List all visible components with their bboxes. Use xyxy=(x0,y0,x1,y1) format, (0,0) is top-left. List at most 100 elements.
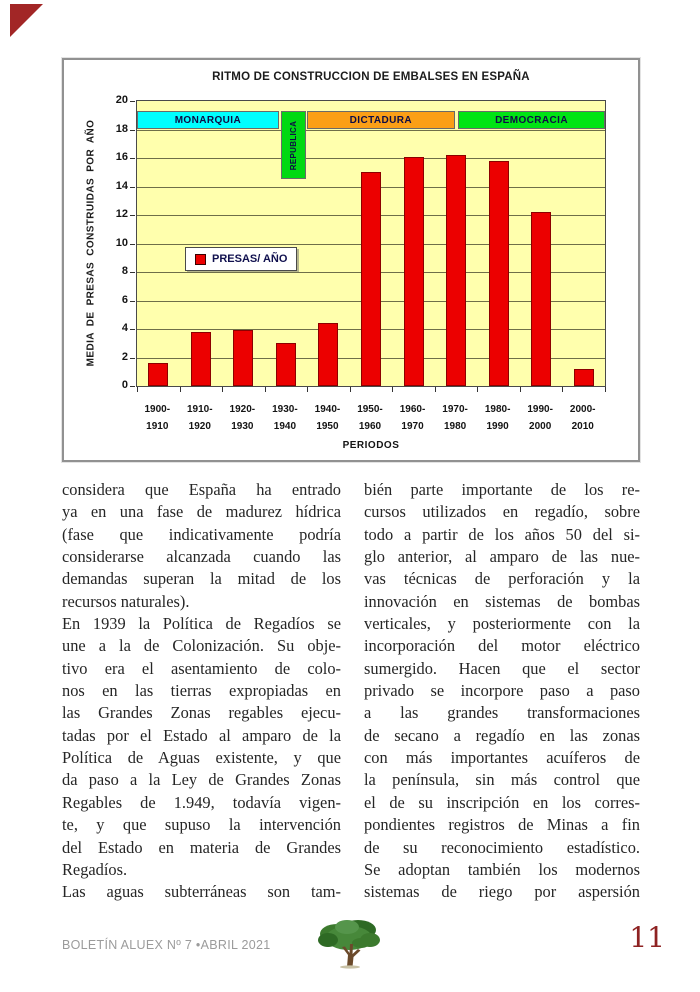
bar-1920-1930 xyxy=(233,330,254,386)
text-line: vas técnicas de perforación y la xyxy=(364,569,640,589)
x-tick-mark xyxy=(222,387,224,392)
text-line: Las aguas subterráneas son tam- xyxy=(62,882,341,902)
y-tick-label: 8 xyxy=(121,265,128,277)
x-category-line1: 1920- xyxy=(229,404,256,415)
text-line: las Grandes Zonas regables ejecu- xyxy=(62,703,341,723)
gridline xyxy=(137,129,605,131)
era-band-label: DEMOCRACIA xyxy=(495,114,568,126)
y-tick-label: 20 xyxy=(115,94,128,106)
text-line: Regables de 1.949, todavía vigen- xyxy=(62,792,341,812)
x-tick-mark xyxy=(392,387,394,392)
x-category-line2: 1930 xyxy=(231,421,254,432)
bar-1910-1920 xyxy=(190,331,211,386)
text-line: nos en las tierras expropiadas en xyxy=(62,681,341,701)
era-band-monarquia: MONARQUIA xyxy=(137,110,279,130)
bar-1960-1970 xyxy=(403,156,424,386)
x-category-label: 1970- 1980 xyxy=(434,401,477,435)
y-tick-mark xyxy=(130,300,135,302)
text-line: considera que España ha entrado xyxy=(62,480,341,499)
x-category-label: 1960- 1970 xyxy=(391,401,434,435)
era-band-label: MONARQUIA xyxy=(174,114,242,126)
x-category-line2: 2010 xyxy=(571,421,594,432)
x-category-line1: 2000- xyxy=(569,404,596,415)
x-tick-mark xyxy=(179,387,181,392)
text-line: bién parte importante de los re- xyxy=(364,480,640,499)
x-category-line1: 1970- xyxy=(442,404,468,415)
x-category-line2: 1960 xyxy=(358,421,382,432)
text-line: da paso a la Ley de Grandes Zonas xyxy=(62,770,341,790)
x-tick-mark xyxy=(519,387,521,392)
x-category-label: 1910- 1920 xyxy=(179,401,222,435)
era-band-democracia: DEMOCRACIA xyxy=(458,110,605,130)
article-column-right: bién parte importante de los re-cursos u… xyxy=(364,479,640,904)
y-tick-mark xyxy=(130,129,135,131)
x-category-line1: 1900- xyxy=(144,404,171,415)
x-category-line2: 1920 xyxy=(188,421,211,432)
legend-label: PRESAS/ AÑO xyxy=(212,253,288,265)
text-line: Regadíos. xyxy=(62,859,128,879)
y-tick-mark xyxy=(130,158,135,159)
y-tick-mark xyxy=(130,243,135,245)
text-line: sistemas de riego por aspersión xyxy=(364,882,640,902)
text-line: Política de Aguas existente, y que xyxy=(62,748,341,768)
x-tick-mark xyxy=(264,387,266,392)
article-column-left: considera que España ha entrado ya en una… xyxy=(62,479,341,904)
era-band-label: DICTADURA xyxy=(349,114,412,126)
x-category-line1: 1930- xyxy=(272,404,298,415)
x-axis-title: PERIODOS xyxy=(342,440,400,451)
y-tick-label: 10 xyxy=(115,236,128,249)
y-tick-label: 12 xyxy=(115,208,128,220)
text-line: innovación en sistemas de bombas xyxy=(364,591,640,611)
bar-2000-2010 xyxy=(573,368,594,386)
legend-swatch-icon xyxy=(195,253,206,265)
text-line: demandas superan la mitad de los xyxy=(62,569,341,589)
page-number: 11 xyxy=(629,921,665,954)
bar-1940-1950 xyxy=(318,323,339,386)
y-tick-mark xyxy=(130,357,135,359)
text-line: del Estado en materia de Grandes xyxy=(62,837,341,857)
y-tick-label: 18 xyxy=(115,122,128,135)
x-category-line2: 1980 xyxy=(443,421,467,432)
text-line: recursos naturales). xyxy=(62,591,190,611)
x-category-line1: 1990- xyxy=(527,404,553,415)
chart-frame: RITMO DE CONSTRUCCION DE EMBALSES EN ESP… xyxy=(62,58,640,462)
text-line: incorporación del motor eléctrico xyxy=(364,636,640,656)
text-line: a las grandes transformaciones xyxy=(364,703,640,723)
text-line: el de su inscripción en los corres- xyxy=(364,792,640,812)
text-line: verticales, y posteriormente con la xyxy=(364,614,640,634)
x-tick-mark xyxy=(477,387,479,392)
bar-1980-1990 xyxy=(488,160,509,386)
y-tick-mark xyxy=(130,186,135,188)
era-band-dictadura: DICTADURA xyxy=(306,110,455,130)
x-category-label: 1950- 1960 xyxy=(349,401,392,435)
y-tick-mark xyxy=(130,329,135,330)
x-category-label: 1990- 2000 xyxy=(519,401,562,435)
text-line: tadas por el Estado al amparo de la xyxy=(62,725,341,745)
plot-area: PRESAS/ AÑO MONARQUIA REPUBLICA DICTADURA D… xyxy=(136,100,606,387)
tree-logo-icon xyxy=(318,920,380,969)
y-tick-label: 16 xyxy=(115,151,128,163)
x-category-line2: 1990 xyxy=(486,421,509,432)
text-line: sumergido. Hacen que el sector xyxy=(364,658,640,678)
text-line: la península, sin más control que xyxy=(364,770,640,790)
text-line: privado se incorpore paso a paso xyxy=(364,681,640,701)
text-line: pondientes registros de Minas a fin xyxy=(364,815,640,835)
y-tick-mark xyxy=(130,386,135,387)
x-tick-mark xyxy=(434,387,436,392)
bar-1970-1980 xyxy=(446,155,467,386)
text-line: de secano a regadío en las zonas xyxy=(364,725,640,745)
x-category-label: 1930- 1940 xyxy=(264,401,307,435)
x-tick-mark xyxy=(562,387,564,392)
x-tick-mark xyxy=(137,387,138,392)
gridline xyxy=(137,158,605,159)
x-category-line2: 1950 xyxy=(316,421,339,432)
era-band-label: REPUBLICA xyxy=(288,120,298,170)
chart-legend: PRESAS/ AÑO xyxy=(185,247,298,271)
text-line: (fase que indicativamente podría xyxy=(62,524,341,544)
y-axis-title: MEDIA DE PRESAS CONSTRUIDAS POR AÑO xyxy=(85,119,97,367)
x-category-line1: 1980- xyxy=(484,404,511,415)
text-line: ya en una fase de madurez hídrica xyxy=(62,502,341,522)
y-tick-mark xyxy=(130,101,135,102)
y-tick-mark xyxy=(130,215,135,216)
x-category-line1: 1950- xyxy=(357,404,383,415)
